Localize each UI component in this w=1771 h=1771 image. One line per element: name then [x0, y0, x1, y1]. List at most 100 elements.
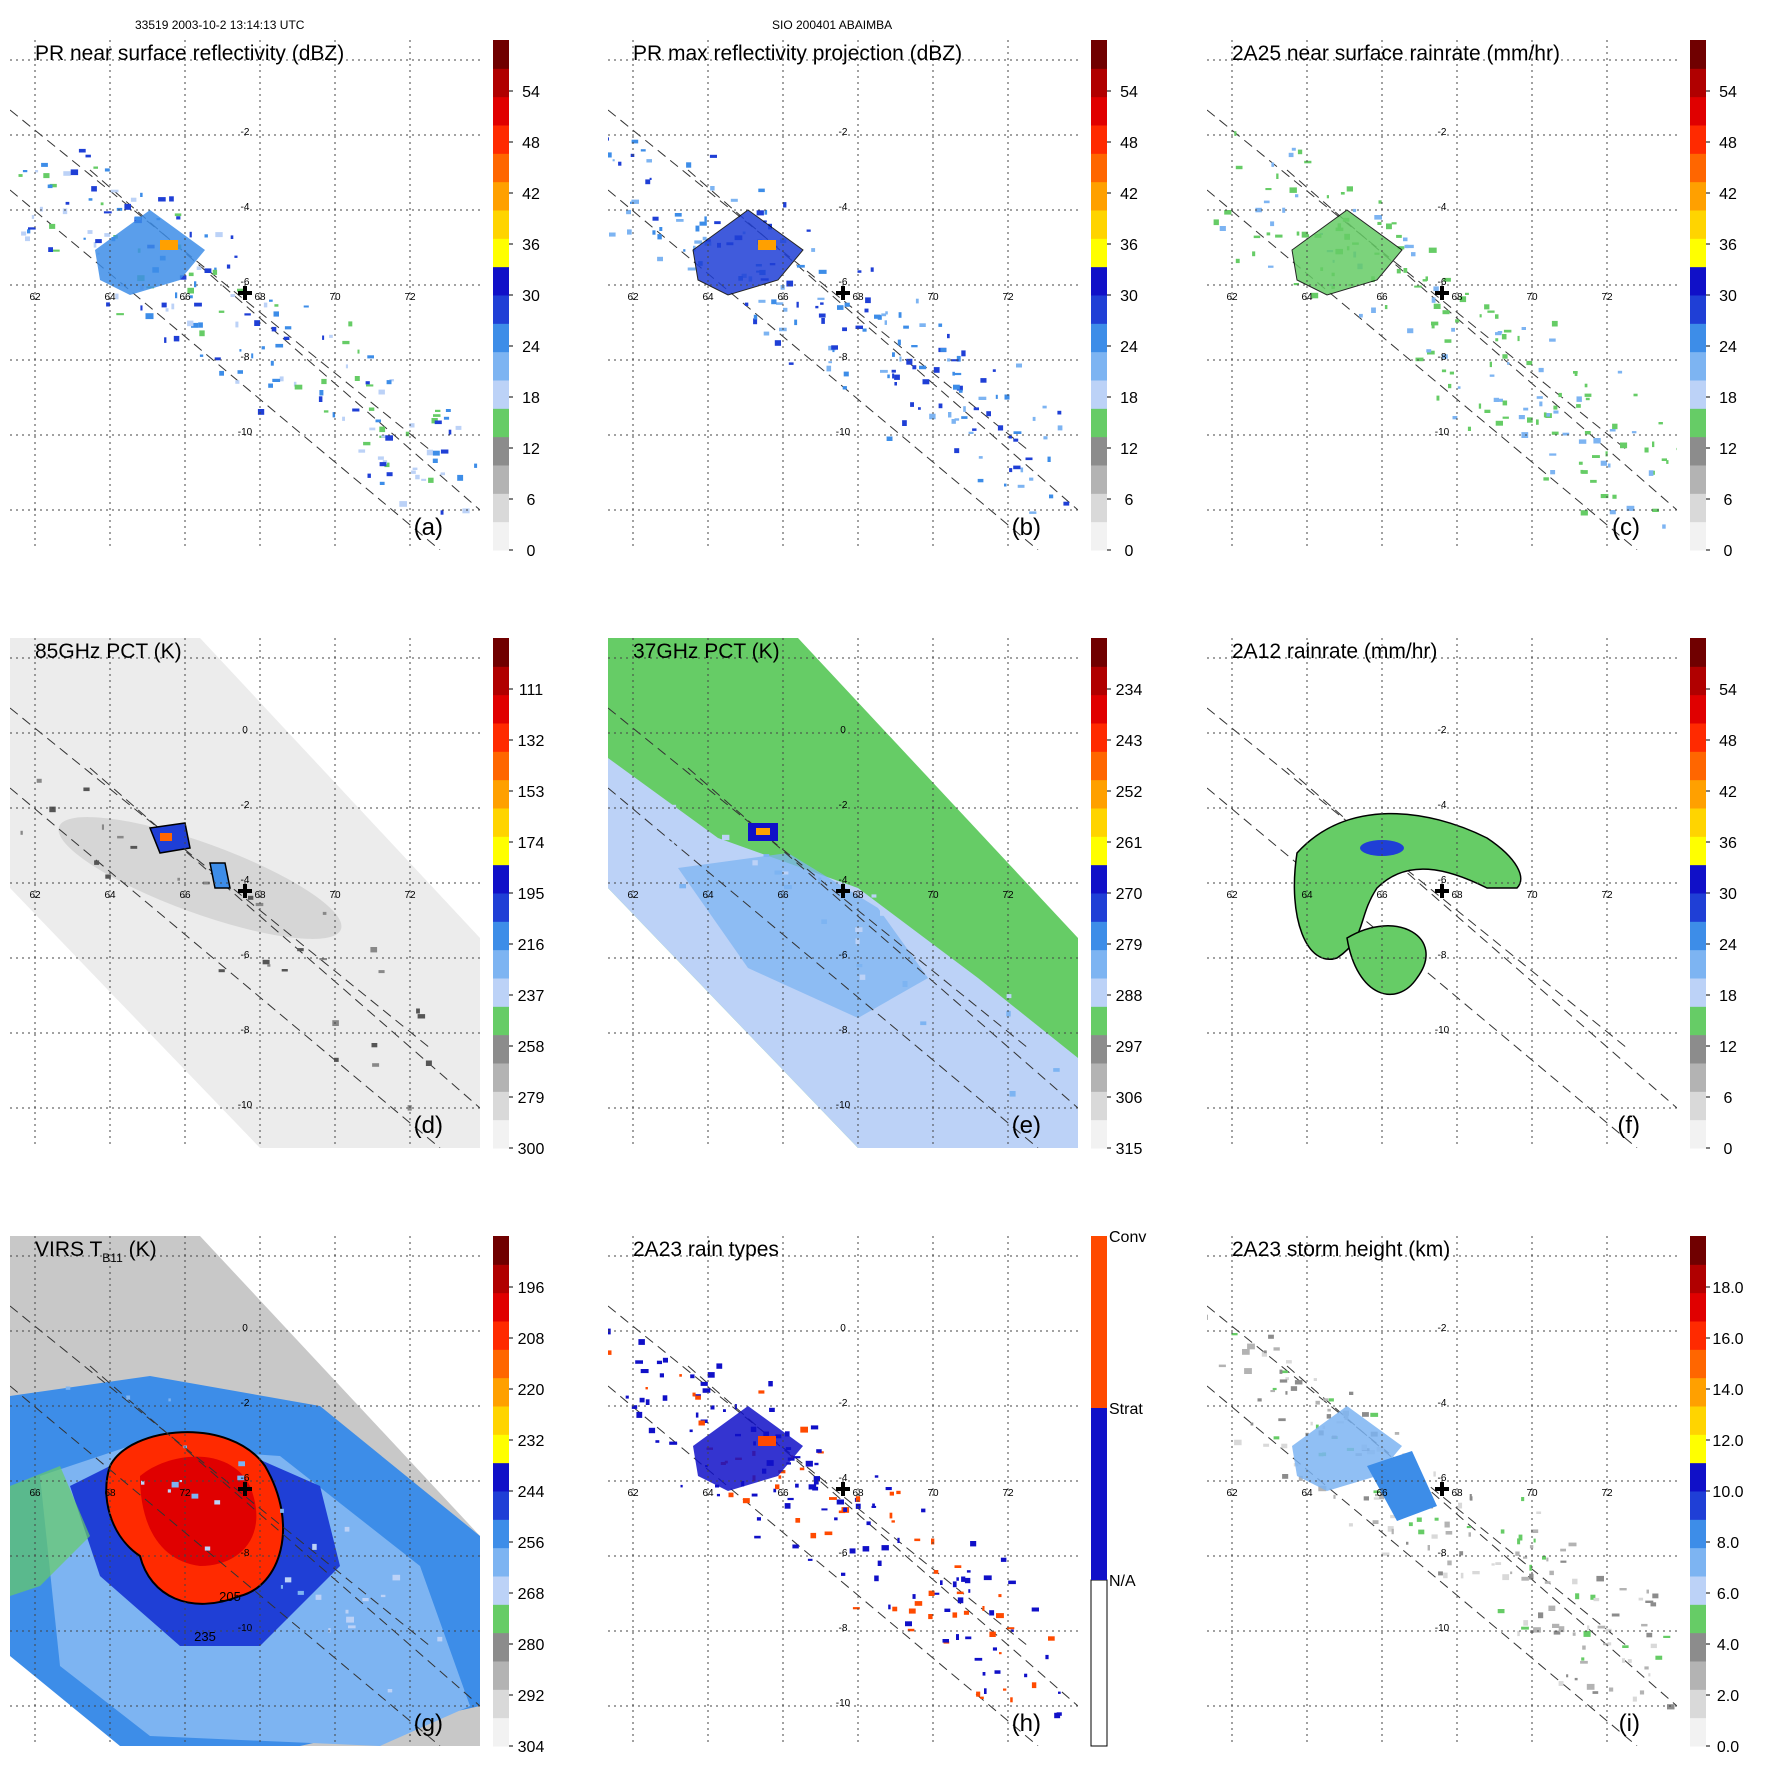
echo-pixel: [1495, 314, 1499, 319]
echo-pixel: [244, 313, 251, 316]
colorbar-tick-label: 268: [518, 1586, 545, 1603]
echo-pixel: [744, 302, 749, 306]
colorbar-tick-label: 6: [1724, 492, 1733, 509]
echo-pixel: [1502, 1574, 1510, 1581]
echo-pixel: [1576, 396, 1582, 402]
lat-tick-label: 0: [242, 1323, 248, 1334]
echo-pixel: [263, 302, 268, 308]
colorbar-segment: [1091, 68, 1107, 98]
echo-pixel: [303, 305, 309, 308]
colorbar-segment: [1690, 921, 1706, 951]
echo-pixel: [1408, 1522, 1413, 1527]
echo-pixel: [905, 1621, 912, 1627]
echo-pixel: [810, 1485, 813, 1489]
echo-pixel: [683, 249, 686, 252]
echo-pixel: [1553, 405, 1558, 410]
echo-pixel: [764, 209, 768, 215]
colorbar-segment: [1091, 493, 1107, 523]
colorbar-segment: [493, 1034, 509, 1064]
echo-pixel: [756, 210, 764, 216]
echo-pixel: [101, 824, 104, 830]
echo-pixel: [389, 379, 394, 382]
echo-pixel: [618, 161, 622, 166]
echo-pixel: [828, 361, 832, 364]
echo-pixel: [1431, 1534, 1438, 1539]
echo-pixel: [1427, 1545, 1430, 1551]
colorbar-segment: [493, 96, 509, 126]
echo-pixel: [1458, 1502, 1463, 1509]
colorbar-segment: [1091, 1063, 1107, 1092]
echo-pixel: [689, 1429, 693, 1433]
echo-pixel: [1407, 328, 1414, 334]
lat-tick-label: -6: [1438, 1473, 1447, 1484]
echo-pixel: [884, 320, 887, 325]
colorbar-segment: [1690, 380, 1706, 409]
lon-tick-label: 70: [927, 890, 939, 901]
echo-pixel: [1609, 1687, 1614, 1692]
echo-pixel: [881, 313, 887, 317]
colorbar-segment: [493, 238, 509, 268]
colorbar-segment: [493, 380, 509, 409]
echo-pixel: [870, 267, 874, 272]
colorbar-segment: [1690, 893, 1706, 922]
colorbar-segment: [1690, 436, 1706, 466]
echo-pixel: [1529, 1545, 1534, 1549]
panel-label: (h): [1012, 1710, 1041, 1737]
echo-pixel: [203, 881, 210, 885]
plot-area: [608, 109, 1078, 550]
echo-pixel: [881, 1545, 889, 1551]
lat-tick-label: -2: [839, 800, 848, 811]
colorbar-tick-label: 24: [522, 339, 540, 356]
echo-pixel: [758, 188, 765, 193]
echo-pixel: [1013, 465, 1021, 470]
lon-tick-label: 64: [702, 1488, 714, 1499]
echo-pixel: [1593, 438, 1601, 444]
echo-pixel: [322, 335, 325, 340]
echo-pixel: [795, 1518, 801, 1523]
colorbar-segment: [1690, 808, 1706, 837]
echo-pixel: [1533, 1627, 1541, 1633]
colorbar-segment: [1091, 1091, 1107, 1121]
echo-pixel: [321, 378, 327, 385]
echo-pixel: [70, 169, 79, 176]
colorbar: 300 279 258 237 216 195 174 153 132 111: [493, 638, 544, 1158]
echo-pixel: [1024, 1673, 1028, 1678]
echo-pixel: [377, 456, 384, 460]
echo-pixel: [1279, 1369, 1283, 1374]
echo-pixel: [1527, 417, 1533, 423]
echo-pixel: [130, 197, 137, 202]
echo-pixel: [1444, 1521, 1450, 1528]
echo-pixel: [1252, 251, 1256, 257]
echo-pixel: [899, 356, 902, 362]
echo-pixel: [753, 318, 758, 325]
echo-pixel: [1279, 1379, 1288, 1383]
echo-pixel: [756, 1517, 761, 1521]
echo-pixel: [1661, 458, 1667, 461]
echo-pixel: [1584, 383, 1588, 388]
echo-pixel: [792, 1456, 801, 1459]
echo-pixel: [1489, 374, 1495, 377]
echo-pixel: [1529, 1564, 1532, 1571]
echo-pixel: [862, 1546, 870, 1552]
echo-pixel: [110, 189, 119, 193]
echo-pixel: [1295, 194, 1299, 198]
echo-pixel: [334, 1057, 339, 1062]
echo-pixel: [1552, 1623, 1560, 1628]
echo-pixel: [323, 410, 329, 413]
echo-pixel: [937, 961, 944, 965]
echo-pixel: [267, 964, 271, 967]
colorbar-tick-label: 280: [518, 1637, 545, 1654]
panel-title: 2A23 rain types: [633, 1238, 779, 1261]
echo-pixel: [1263, 1443, 1270, 1447]
echo-pixel: [753, 314, 758, 320]
lat-tick-label: -10: [238, 427, 253, 438]
echo-pixel: [897, 339, 901, 346]
colorbar-segment: [493, 921, 509, 951]
echo-pixel: [1581, 470, 1588, 474]
echo-pixel: [843, 1507, 847, 1512]
echo-pixel: [1374, 215, 1382, 220]
echo-pixel: [1491, 1563, 1495, 1566]
echo-pixel: [1242, 1349, 1250, 1355]
echo-pixel: [1310, 292, 1319, 299]
